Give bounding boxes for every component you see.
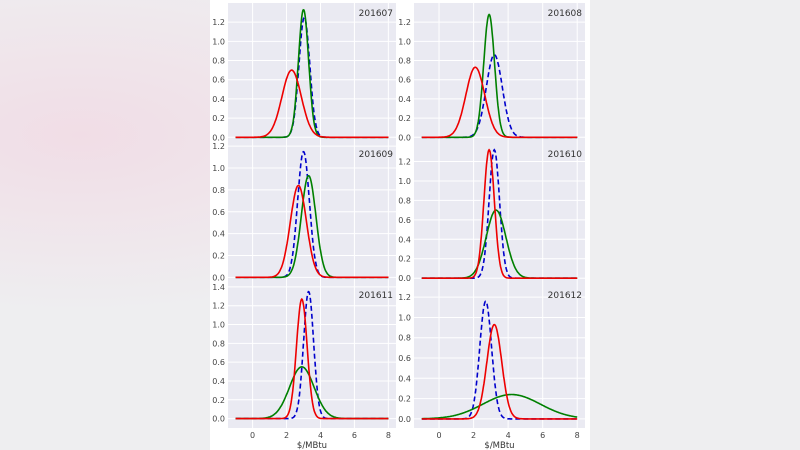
y-tick-label: 1.0 bbox=[212, 321, 225, 330]
x-tick-label: 2 bbox=[284, 431, 289, 440]
y-tick-label: 0.2 bbox=[398, 395, 411, 404]
y-tick-label: 0.0 bbox=[398, 274, 411, 283]
panel-title: 201608 bbox=[548, 9, 583, 19]
figure: 0.0 0.2 0.4 0.6 0.8 1.0 1.2 201607 0.0 0.2 0.4 0.6 0… bbox=[210, 0, 590, 450]
y-tick-label: 1.2 bbox=[212, 142, 225, 151]
y-tick-label: 0.8 bbox=[212, 57, 225, 66]
y-tick-label: 0.8 bbox=[398, 57, 411, 66]
panel-201611: 0.0 0.2 0.4 0.6 0.8 1.0 1.2 1.4 0 2 4 6 8 $/MBtu 20161… bbox=[212, 283, 396, 450]
y-tick-label: 0.4 bbox=[212, 230, 225, 239]
panel-title: 201610 bbox=[548, 150, 583, 160]
y-tick-label: 0.6 bbox=[398, 76, 411, 85]
y-tick-label: 0.8 bbox=[212, 186, 225, 195]
y-tick-label: 0.4 bbox=[212, 377, 225, 386]
panel-title: 201607 bbox=[359, 9, 393, 19]
y-tick-label: 1.2 bbox=[398, 158, 411, 167]
chart-grid: 0.00.20.40.60.81.01.22016070.00.20.40.60… bbox=[212, 3, 585, 450]
density-curve bbox=[421, 393, 578, 420]
y-tick-label: 0.4 bbox=[212, 95, 225, 104]
plot-area bbox=[228, 144, 396, 285]
panel-title: 201612 bbox=[548, 291, 582, 301]
density-curve bbox=[235, 297, 389, 420]
y-tick-label: 0.8 bbox=[398, 196, 411, 205]
panel-201609: 0.0 0.2 0.4 0.6 0.8 1.0 1.2 201609 bbox=[212, 142, 396, 285]
y-tick-label: 0.0 bbox=[212, 273, 225, 282]
panel-201612: 0.0 0.2 0.4 0.6 0.8 1.0 1.2 0 2 4 6 8 $/MBtu 201612 bbox=[398, 285, 585, 450]
y-tick-label: 1.0 bbox=[398, 37, 411, 46]
y-tick-label: 0.6 bbox=[212, 76, 225, 85]
y-tick-label: 0.6 bbox=[398, 354, 411, 363]
x-tick-label: 4 bbox=[318, 431, 323, 440]
y-tick-label: 0.6 bbox=[212, 358, 225, 367]
y-tick-label: 0.6 bbox=[212, 208, 225, 217]
y-tick-label: 0.2 bbox=[212, 114, 225, 123]
panel-201610: 0.0 0.2 0.4 0.6 0.8 1.0 1.2 201610 bbox=[398, 144, 585, 285]
panel-201607: 0.0 0.2 0.4 0.6 0.8 1.0 1.2 201607 bbox=[212, 3, 396, 144]
y-tick-label: 0.2 bbox=[212, 396, 225, 405]
density-curve bbox=[421, 66, 578, 139]
y-tick-label: 1.0 bbox=[212, 164, 225, 173]
y-tick-label: 0.8 bbox=[212, 339, 225, 348]
y-tick-label: 0.0 bbox=[398, 133, 411, 142]
y-tick-label: 0.0 bbox=[212, 133, 225, 142]
panel-201608: 0.0 0.2 0.4 0.6 0.8 1.0 1.2 201608 bbox=[398, 3, 585, 144]
density-curve bbox=[421, 323, 578, 420]
y-tick-label: 0.2 bbox=[398, 255, 411, 264]
y-tick-label: 0.8 bbox=[398, 334, 411, 343]
x-axis-label: $/MBtu bbox=[297, 441, 327, 450]
y-tick-label: 0.0 bbox=[398, 415, 411, 424]
x-tick-label: 6 bbox=[540, 431, 545, 440]
density-curve bbox=[235, 69, 389, 139]
y-tick-label: 1.0 bbox=[398, 177, 411, 186]
density-curve bbox=[235, 184, 389, 279]
x-tick-label: 8 bbox=[575, 431, 580, 440]
y-tick-label: 0.4 bbox=[398, 374, 411, 383]
y-tick-label: 1.2 bbox=[212, 18, 225, 27]
x-tick-label: 2 bbox=[471, 431, 476, 440]
y-tick-label: 0.2 bbox=[212, 251, 225, 260]
x-axis-label: $/MBtu bbox=[484, 441, 514, 450]
plot-area bbox=[228, 3, 396, 144]
plot-area bbox=[414, 285, 585, 428]
y-tick-label: 1.2 bbox=[398, 293, 411, 302]
y-tick-label: 0.4 bbox=[398, 95, 411, 104]
y-tick-label: 0.2 bbox=[398, 114, 411, 123]
panel-title: 201609 bbox=[359, 150, 394, 160]
x-tick-label: 8 bbox=[386, 431, 391, 440]
y-tick-label: 1.2 bbox=[398, 18, 411, 27]
y-tick-label: 0.0 bbox=[212, 415, 225, 424]
x-tick-label: 6 bbox=[352, 431, 357, 440]
density-curve bbox=[421, 148, 578, 279]
plot-area bbox=[228, 285, 396, 428]
x-tick-label: 0 bbox=[250, 431, 255, 440]
y-tick-label: 1.0 bbox=[212, 37, 225, 46]
panel-title: 201611 bbox=[359, 291, 393, 301]
y-tick-label: 1.2 bbox=[212, 302, 225, 311]
x-tick-label: 0 bbox=[436, 431, 441, 440]
y-tick-label: 1.4 bbox=[212, 283, 225, 292]
y-tick-label: 0.4 bbox=[398, 235, 411, 244]
y-tick-label: 0.6 bbox=[398, 216, 411, 225]
y-tick-label: 1.0 bbox=[398, 313, 411, 322]
x-tick-label: 4 bbox=[506, 431, 511, 440]
